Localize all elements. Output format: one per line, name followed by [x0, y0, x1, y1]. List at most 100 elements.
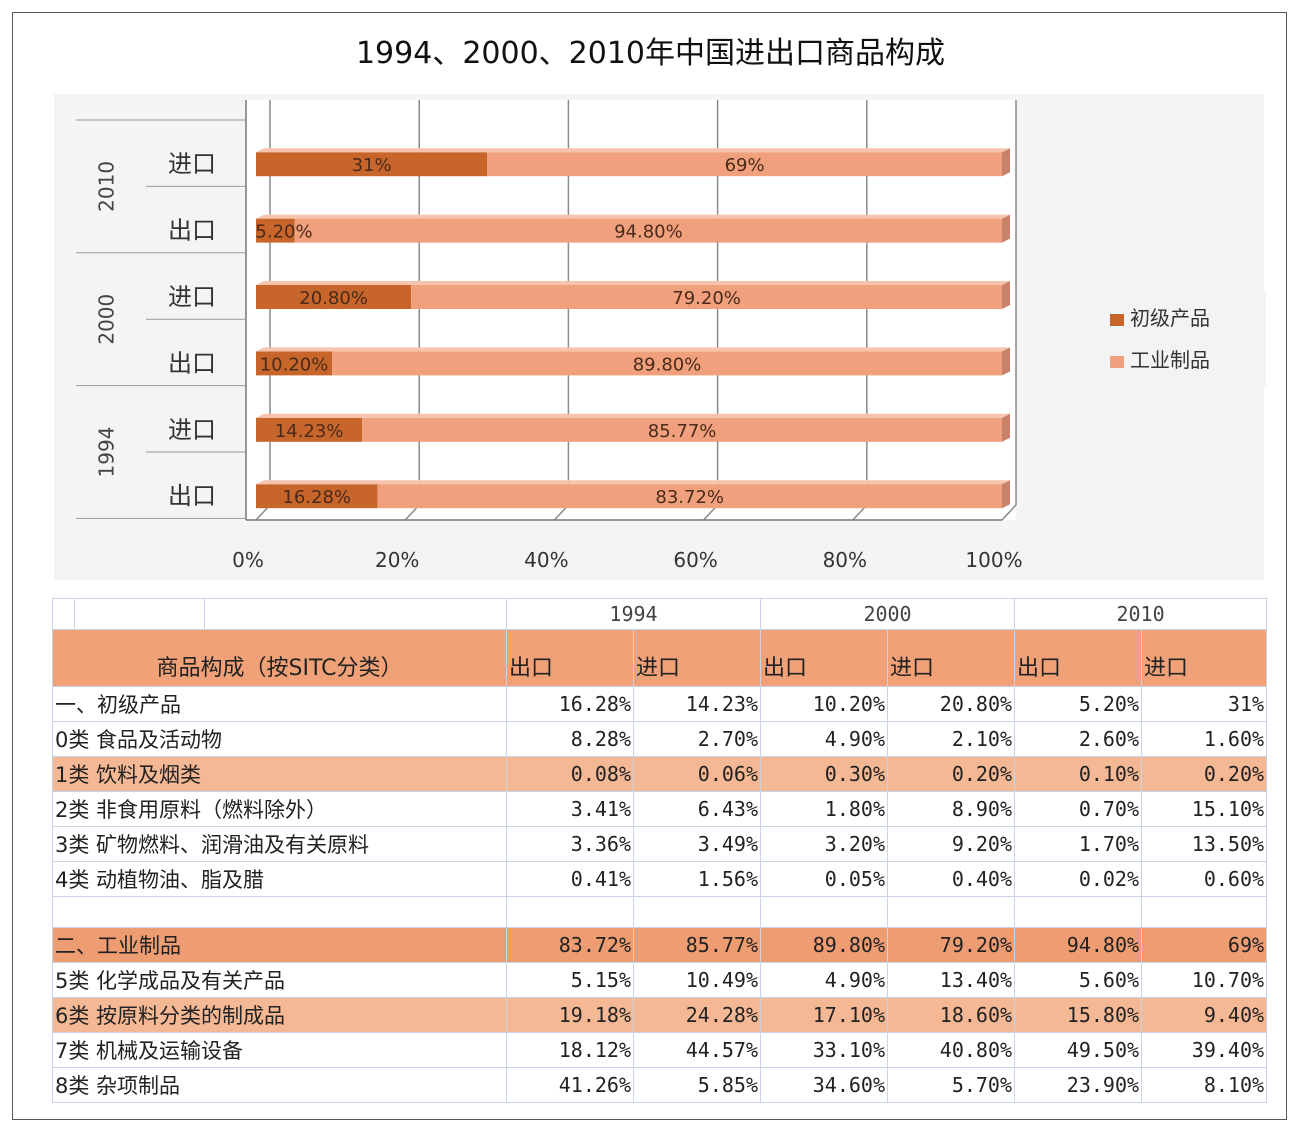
- table-cell: 20.80%: [887, 686, 1016, 722]
- year-header: 1994: [505, 598, 762, 630]
- data-label: 94.80%: [614, 222, 683, 243]
- column-header: 进口: [632, 629, 762, 687]
- bar-top: [256, 413, 1010, 418]
- year-header-row: 1994 2000 2010: [52, 598, 1268, 630]
- table-cell: 41.26%: [506, 1067, 634, 1103]
- bar-segment: [487, 152, 1002, 177]
- year-header: 2000: [760, 598, 1016, 630]
- table-cell: 0.70%: [1014, 791, 1143, 827]
- table-cell: 94.80%: [1014, 927, 1143, 963]
- bar-segment: [294, 218, 1002, 243]
- x-tick-label: 100%: [965, 548, 1022, 572]
- legend-swatch: [1110, 313, 1124, 326]
- table-cell: 44.57%: [632, 1032, 762, 1068]
- table-cell: 8.10%: [1141, 1067, 1268, 1103]
- table-cell: 40.80%: [887, 1032, 1016, 1068]
- table-cell: 8.90%: [887, 791, 1016, 827]
- bar-segment: [256, 484, 378, 509]
- bar-segment: [256, 285, 412, 309]
- table-cell: [632, 896, 762, 928]
- table-cell: 79.20%: [887, 927, 1016, 963]
- table-cell: 2.60%: [1014, 721, 1143, 757]
- table-cell: 0.08%: [506, 756, 634, 792]
- gridline-floor: [1001, 504, 1017, 521]
- column-header-row: 商品构成（按SITC分类） 出口 进口 出口 进口 出口 进口: [52, 629, 1268, 687]
- table-cell: 83.72%: [506, 927, 634, 963]
- category-label: 进口: [168, 416, 216, 444]
- table-cell: 13.50%: [1141, 826, 1268, 862]
- data-label: 31%: [352, 155, 392, 176]
- table-cell: 9.40%: [1141, 997, 1268, 1033]
- column-header: 进口: [1141, 629, 1268, 687]
- bar-depth: [1002, 281, 1010, 309]
- table-row: 5类 化学成品及有关产品 5.15% 10.49% 4.90% 13.40% 5.60% 1…: [52, 962, 1268, 998]
- bar-segment: [256, 351, 333, 376]
- table-cell: 4.90%: [760, 721, 889, 757]
- header-cell: [52, 598, 75, 630]
- table-cell: 0.20%: [1141, 756, 1268, 792]
- table-cell: 85.77%: [632, 927, 762, 963]
- bar-segment: [256, 152, 488, 177]
- bar-top: [256, 347, 1010, 352]
- table-cell: 0.10%: [1014, 756, 1143, 792]
- bar-depth: [1002, 148, 1010, 177]
- bar-segment: [377, 484, 1002, 509]
- table-row: 二、工业制品 83.72% 85.77% 89.80% 79.20% 94.80% 69%: [52, 927, 1268, 963]
- figure-title: 1994、2000、2010年中国进出口商品构成: [355, 36, 946, 71]
- table-cell: 34.60%: [760, 1067, 889, 1103]
- table-cell: 3.41%: [506, 791, 634, 827]
- table-cell: 23.90%: [1014, 1067, 1143, 1103]
- row-label: 8类 杂项制品: [52, 1067, 507, 1103]
- table-cell: 10.49%: [632, 962, 762, 998]
- row-label: 3类 矿物燃料、润滑油及有关原料: [52, 826, 507, 862]
- table-cell: [1141, 896, 1268, 928]
- column-header: 进口: [887, 629, 1016, 687]
- legend-label: 初级产品: [1130, 306, 1210, 330]
- legend-item-primary: 初级产品: [1110, 302, 1210, 331]
- bar-top: [256, 480, 1010, 485]
- table-cell: 0.60%: [1141, 861, 1268, 897]
- data-label: 5.20%: [255, 222, 312, 243]
- table-cell: [506, 896, 634, 928]
- table-cell: 10.70%: [1141, 962, 1268, 998]
- column-header: 出口: [506, 629, 634, 687]
- x-tick-label: 20%: [375, 548, 419, 572]
- table-cell: 89.80%: [760, 927, 889, 963]
- table-cell: 5.15%: [506, 962, 634, 998]
- year-group-label: 2010: [95, 161, 119, 212]
- table-cell: 1.56%: [632, 861, 762, 897]
- legend-label: 工业制品: [1130, 348, 1210, 372]
- table-cell: 3.20%: [760, 826, 889, 862]
- x-tick-label: 60%: [673, 548, 717, 572]
- table-cell: 0.06%: [632, 756, 762, 792]
- table-cell: 1.60%: [1141, 721, 1268, 757]
- table-row: [52, 896, 1268, 928]
- data-label: 69%: [725, 155, 765, 176]
- table-cell: 1.80%: [760, 791, 889, 827]
- year-group-label: 2000: [95, 294, 119, 345]
- data-label: 16.28%: [282, 487, 351, 508]
- row-label: 1类 饮料及烟类: [52, 756, 507, 792]
- category-label: 出口: [168, 217, 216, 245]
- bar-depth: [1002, 413, 1010, 442]
- legend-swatch: [1110, 355, 1124, 368]
- bar-top: [256, 214, 1010, 219]
- table-cell: [760, 896, 889, 928]
- table-row: 8类 杂项制品 41.26% 5.85% 34.60% 5.70% 23.90% 8.10%: [52, 1067, 1268, 1103]
- table-cell: 0.30%: [760, 756, 889, 792]
- category-label: 出口: [168, 349, 216, 377]
- table-cell: 3.49%: [632, 826, 762, 862]
- table-cell: 33.10%: [760, 1032, 889, 1068]
- table-cell: 39.40%: [1141, 1032, 1268, 1068]
- legend-item-industrial: 工业制品: [1110, 344, 1210, 373]
- row-label: 0类 食品及活动物: [52, 721, 507, 757]
- column-header: 出口: [1014, 629, 1143, 687]
- table-cell: 6.43%: [632, 791, 762, 827]
- row-label: 二、工业制品: [52, 927, 507, 963]
- x-tick-label: 0%: [232, 548, 264, 572]
- table-cell: 0.40%: [887, 861, 1016, 897]
- table-cell: 31%: [1141, 686, 1268, 722]
- x-tick-label: 40%: [524, 548, 568, 572]
- bar-segment: [256, 218, 295, 243]
